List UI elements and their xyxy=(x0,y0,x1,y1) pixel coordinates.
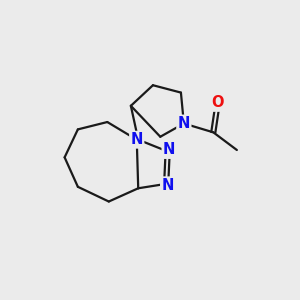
Text: O: O xyxy=(212,95,224,110)
Text: N: N xyxy=(161,178,174,193)
Text: N: N xyxy=(178,116,190,131)
Text: N: N xyxy=(163,142,175,158)
Text: N: N xyxy=(130,132,143,147)
